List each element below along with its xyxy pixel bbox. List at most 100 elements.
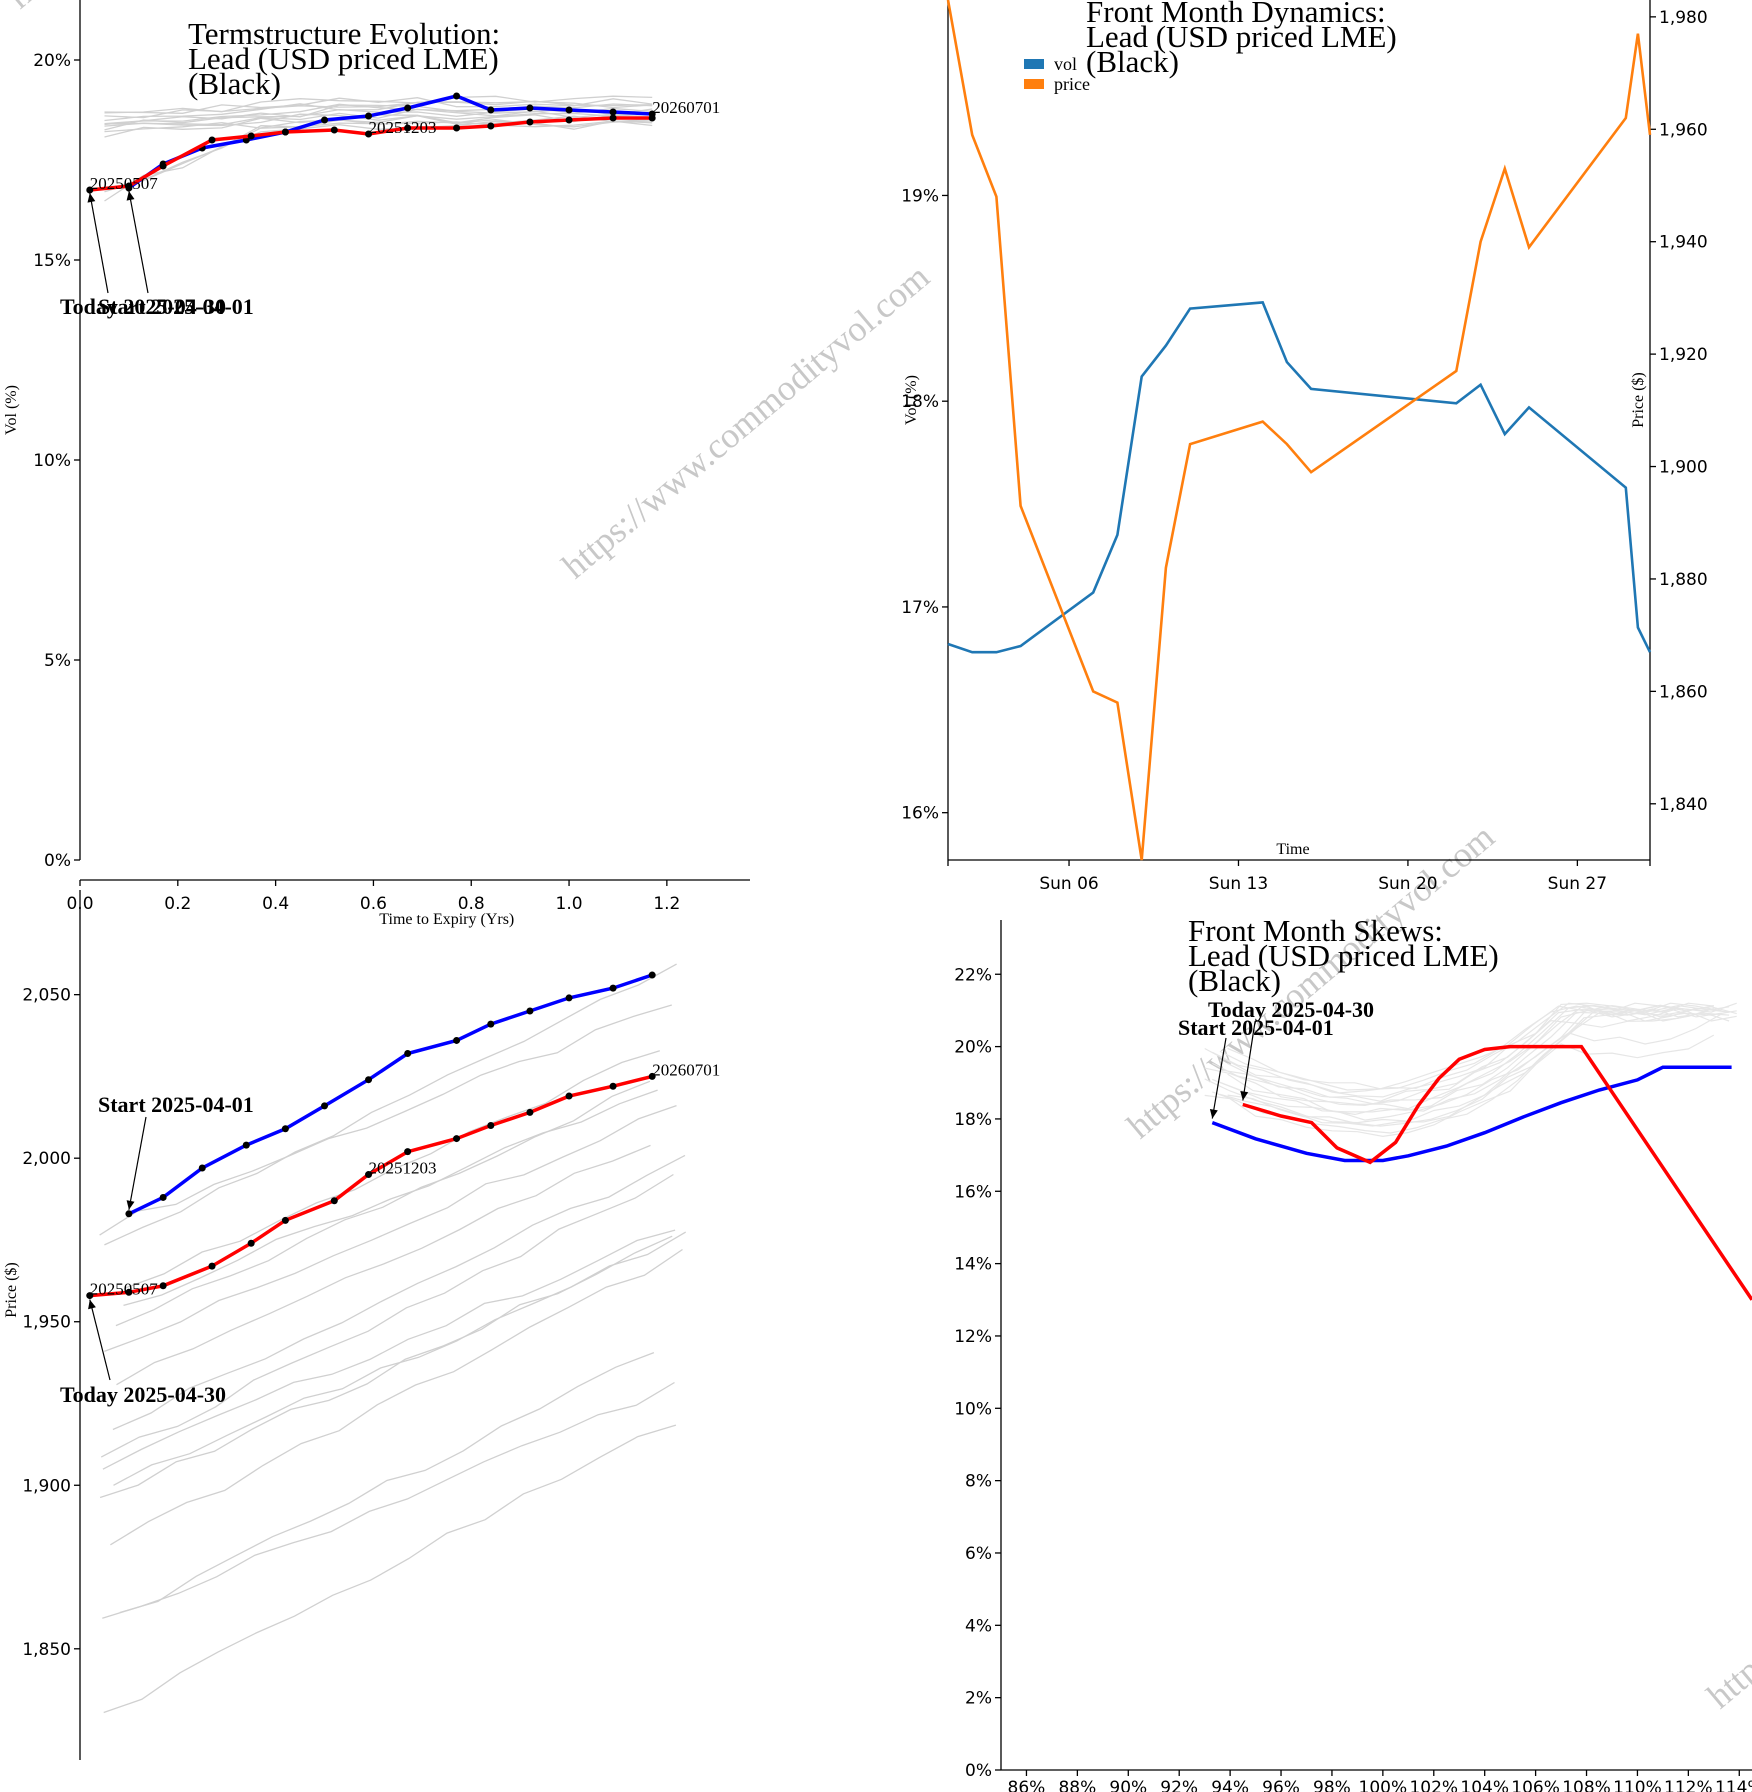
history-curve <box>1227 1004 1737 1090</box>
curve-point <box>247 1239 255 1247</box>
y-tick-label: 2,050 <box>22 986 71 1006</box>
x-tick: 88% <box>1058 1770 1096 1792</box>
y-tick-label: 1,900 <box>22 1476 71 1496</box>
start-arrow <box>128 190 149 294</box>
history-curve <box>110 1248 683 1546</box>
y-tick-label: 20% <box>33 51 71 71</box>
y-tick-left: 19% <box>901 186 948 206</box>
chart-title-line: (Black) <box>188 66 281 101</box>
y-tick-label: 15% <box>33 251 71 271</box>
history-curve <box>102 1229 676 1470</box>
y-tick-right: 1,860 <box>1650 682 1708 702</box>
y-tick-label: 1,880 <box>1659 570 1708 590</box>
y-tick-left: 18% <box>901 392 948 412</box>
x-tick: 86% <box>1008 1770 1045 1792</box>
y-axis-label: Price ($) <box>3 1262 20 1318</box>
y-tick: 16% <box>954 1182 1001 1202</box>
history-curve <box>104 112 653 127</box>
history-curve <box>1204 1002 1714 1098</box>
y-tick-label: 1,920 <box>1659 345 1708 365</box>
x-tick-label: 106% <box>1511 1778 1560 1792</box>
y-tick-right: 1,940 <box>1650 233 1708 253</box>
y-tick-right: 1,840 <box>1650 795 1708 815</box>
x-tick: 92% <box>1160 1770 1198 1792</box>
curve-point <box>365 112 373 120</box>
today-arrow <box>89 1299 111 1381</box>
y-tick: 10% <box>33 451 80 471</box>
front-month-dynamics-chart: 16% 17% 18% 19% 1,840 1,860 1,880 1,900 1,920 1,9… <box>901 0 1708 894</box>
x-tick-label: 0.8 <box>458 894 485 914</box>
x-tick: 0.6 <box>360 880 387 914</box>
y-tick-label: 1,900 <box>1659 458 1708 478</box>
today-arrow <box>89 192 109 294</box>
x-tick: 0.4 <box>262 880 289 914</box>
curve-point <box>648 971 656 979</box>
curve-point <box>125 1288 133 1296</box>
curve-point <box>609 108 617 116</box>
curve-point <box>453 1036 461 1044</box>
start-arrowhead <box>126 191 135 201</box>
curve-point <box>404 1050 412 1058</box>
curve-point <box>648 114 656 122</box>
curve-point <box>487 106 495 114</box>
curve-point <box>609 1082 617 1090</box>
y-tick-right: 1,960 <box>1650 120 1708 140</box>
x-tick-label: Sun 13 <box>1209 874 1268 894</box>
today-arrowhead <box>1240 1091 1249 1101</box>
y-tick-label: 14% <box>954 1255 992 1275</box>
y-axis-label: Vol (%) <box>3 385 20 435</box>
y-tick: 4% <box>965 1616 1001 1636</box>
y-tick: 20% <box>954 1038 1001 1058</box>
x-tick-label: 92% <box>1160 1778 1198 1792</box>
curve-point <box>404 124 412 132</box>
history-curve <box>104 107 653 131</box>
curve-label: 20260701 <box>652 1060 720 1079</box>
history-curve <box>104 103 653 126</box>
y-tick: 22% <box>954 965 1001 985</box>
curve-point <box>208 136 216 144</box>
x-tick-label: 104% <box>1460 1778 1509 1792</box>
y-tick-label: 1,840 <box>1659 795 1708 815</box>
y-tick: 10% <box>954 1399 1001 1419</box>
x-tick: 112% <box>1664 1770 1713 1792</box>
y-tick-label: 16% <box>901 804 939 824</box>
vol-series-line <box>947 301 1652 654</box>
curve-point <box>648 1072 656 1080</box>
history-curve <box>1212 1013 1722 1121</box>
y-tick: 14% <box>954 1255 1001 1275</box>
curve-point <box>159 1282 167 1290</box>
y-tick-label: 12% <box>954 1327 992 1347</box>
history-curve <box>104 97 653 114</box>
curve-point <box>159 1193 167 1201</box>
x-tick-label: 1.2 <box>653 894 680 914</box>
legend-swatch <box>1024 79 1044 89</box>
y-tick-label: 10% <box>954 1399 992 1419</box>
x-tick: 96% <box>1262 1770 1300 1792</box>
x-tick: 102% <box>1409 1770 1458 1792</box>
y-tick-label: 17% <box>901 598 939 618</box>
curve-point <box>321 1102 329 1110</box>
start-annotation: Start 2025-04-01 <box>98 1092 254 1117</box>
history-curve <box>104 120 653 190</box>
curve-point <box>404 1148 412 1156</box>
y-tick-label: 1,940 <box>1659 233 1708 253</box>
x-tick-label: 96% <box>1262 1778 1300 1792</box>
x-tick-label: 0.2 <box>164 894 191 914</box>
chart-title-line: Lead (USD priced LME) <box>1086 19 1397 54</box>
chart-title-line: Lead (USD priced LME) <box>188 41 499 76</box>
x-tick-label: 110% <box>1613 1778 1662 1792</box>
x-tick-label: 90% <box>1109 1778 1147 1792</box>
x-tick-label: 0.4 <box>262 894 289 914</box>
history-curve <box>103 1424 677 1714</box>
y-tick: 2,050 <box>22 986 80 1006</box>
today-annotation: Today 2025-04-30 <box>60 294 226 319</box>
curve-point <box>487 122 495 130</box>
x-tick-label: 108% <box>1562 1778 1611 1792</box>
history-curve <box>1219 1005 1730 1091</box>
y-tick-label: 18% <box>954 1110 992 1130</box>
history-curve <box>104 108 653 126</box>
x-tick-label: 0.6 <box>360 894 387 914</box>
curve-point <box>208 1262 216 1270</box>
history-curve <box>99 1004 672 1236</box>
x-tick: Sun 06 <box>1039 860 1099 894</box>
